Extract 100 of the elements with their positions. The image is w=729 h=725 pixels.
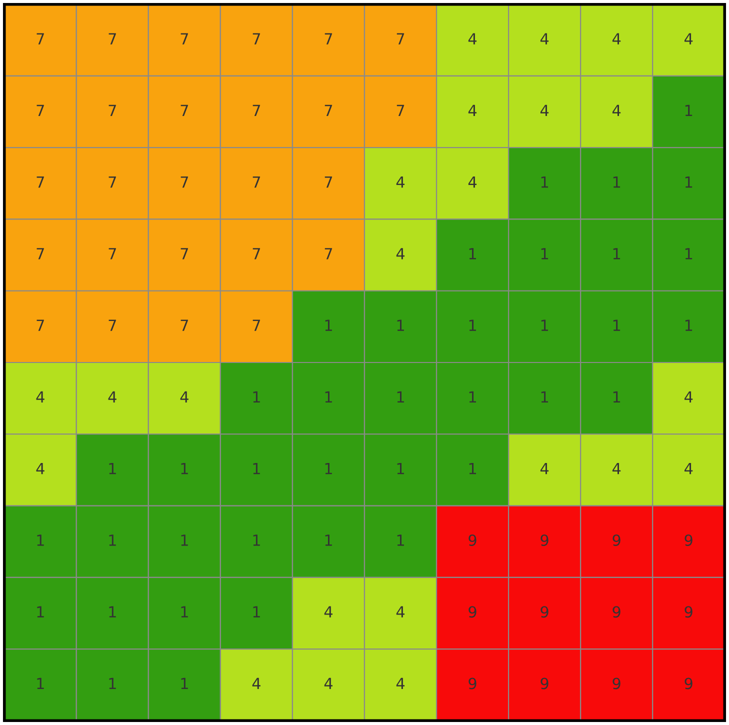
data-label: 1: [685, 320, 692, 331]
data-label: 7: [396, 104, 404, 116]
data-label: 1: [613, 391, 620, 403]
data-label: 7: [252, 33, 260, 44]
data-label: 1: [253, 534, 260, 546]
data-label: 1: [109, 534, 116, 546]
data-label: 4: [324, 606, 332, 618]
data-label: 1: [325, 391, 332, 403]
data-label: 7: [252, 248, 260, 260]
data-label: 9: [468, 534, 476, 546]
data-label: 7: [180, 176, 188, 188]
data-label: 1: [253, 606, 260, 618]
data-label: 7: [108, 248, 116, 260]
data-label: 1: [397, 320, 404, 331]
data-label: 1: [253, 463, 260, 474]
data-label: 4: [396, 678, 405, 690]
data-label: 9: [540, 606, 548, 618]
data-label: 4: [324, 678, 332, 690]
data-label: 1: [541, 176, 548, 188]
data-label: 4: [468, 104, 477, 116]
data-label: 1: [397, 463, 404, 474]
data-label: 4: [684, 33, 693, 44]
data-label: 4: [468, 176, 477, 188]
data-label: 4: [540, 104, 549, 116]
data-label: 9: [684, 534, 692, 546]
data-label: 7: [36, 104, 44, 116]
data-label: 4: [540, 463, 549, 474]
data-label: 7: [252, 104, 260, 116]
data-label: 1: [613, 248, 620, 260]
data-label: 4: [468, 33, 477, 44]
data-label: 7: [36, 320, 44, 331]
data-label: 1: [469, 320, 476, 331]
data-label: 1: [397, 534, 404, 546]
data-label: 1: [469, 391, 476, 403]
data-label: 7: [180, 33, 188, 44]
data-label: 1: [109, 678, 116, 690]
data-label: 1: [469, 248, 476, 260]
data-label: 7: [324, 104, 332, 116]
data-label: 1: [109, 463, 116, 474]
data-label: 1: [685, 248, 692, 260]
data-label: 9: [612, 534, 620, 546]
data-label: 9: [612, 606, 620, 618]
data-label: 4: [180, 391, 188, 403]
data-label: 7: [396, 33, 404, 44]
data-label: 7: [252, 176, 260, 188]
data-label: 4: [396, 606, 405, 618]
data-label: 4: [612, 463, 621, 474]
data-label: 1: [181, 463, 188, 474]
data-label: 7: [180, 104, 188, 116]
data-label: 1: [109, 606, 116, 618]
data-label: 1: [37, 606, 44, 618]
data-label: 1: [613, 176, 620, 188]
data-label: 9: [468, 606, 476, 618]
data-label: 4: [252, 678, 260, 690]
data-label: 1: [181, 678, 188, 690]
data-label: 7: [36, 176, 44, 188]
data-label: 9: [540, 678, 548, 690]
data-label: 7: [36, 248, 44, 260]
data-label: 1: [181, 534, 188, 546]
data-label: 1: [325, 320, 332, 331]
data-label: 7: [180, 248, 188, 260]
data-label: 1: [541, 391, 548, 403]
data-label: 7: [108, 104, 116, 116]
data-label: 1: [325, 463, 332, 474]
data-label: 4: [396, 248, 405, 260]
data-label: 1: [181, 606, 188, 618]
data-label: 1: [469, 463, 476, 474]
data-label: 7: [108, 33, 116, 44]
data-label: 1: [613, 320, 620, 331]
data-label: 7: [36, 33, 44, 44]
data-label: 4: [684, 391, 693, 403]
data-label: 1: [37, 678, 44, 690]
data-label: 1: [685, 176, 692, 188]
data-label: 1: [541, 320, 548, 331]
data-label: 4: [612, 33, 621, 44]
data-label: 9: [540, 534, 548, 546]
data-label: 7: [252, 320, 260, 331]
data-label: 1: [253, 391, 260, 403]
data-label: 4: [540, 33, 549, 44]
data-label: 1: [541, 248, 548, 260]
data-label: 9: [684, 678, 692, 690]
data-label: 7: [108, 320, 116, 331]
data-label: 1: [325, 534, 332, 546]
data-label: 9: [684, 606, 692, 618]
data-label: 7: [108, 176, 116, 188]
data-label: 9: [468, 678, 476, 690]
data-label: 7: [324, 33, 332, 44]
data-label: 9: [612, 678, 620, 690]
data-label: 7: [324, 176, 332, 188]
data-label: 7: [180, 320, 188, 331]
data-label: 4: [108, 391, 116, 403]
data-label: 4: [36, 391, 44, 403]
data-label: 1: [37, 534, 44, 546]
data-label: 4: [36, 463, 44, 474]
data-label: 4: [612, 104, 621, 116]
data-label: 7: [324, 248, 332, 260]
data-label: 1: [397, 391, 404, 403]
data-label: 4: [396, 176, 405, 188]
data-label: 4: [684, 463, 693, 474]
data-label: 1: [685, 104, 692, 116]
